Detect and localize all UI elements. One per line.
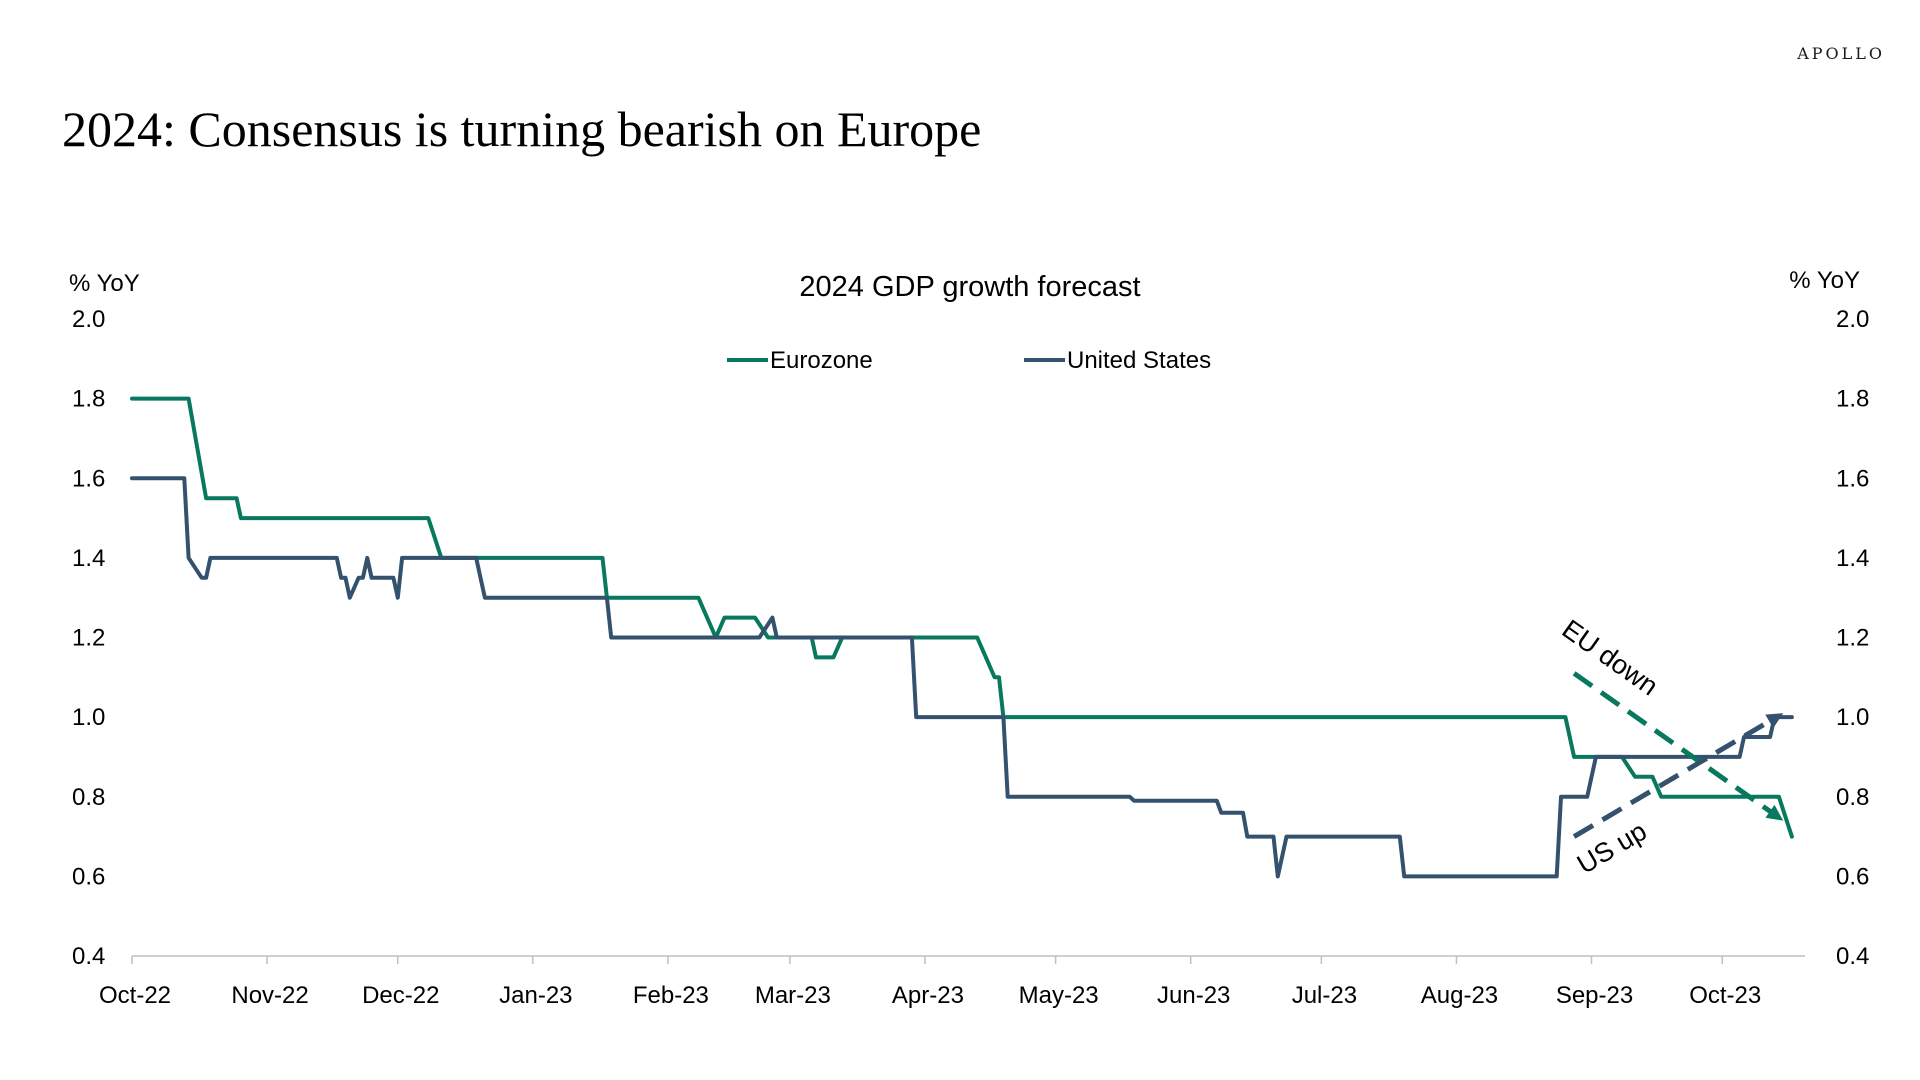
x-tick-label: Dec-22 [362,982,439,1009]
y-axis-right: 0.4 0.6 0.8 1.0 1.2 1.4 1.6 1.8 2.0 [1836,306,1869,970]
y-axis-label-left: % YoY [69,270,140,297]
annotation-arrow-1 [1572,718,1773,839]
annotation-label-1: US up [1572,816,1652,880]
x-tick-label: Jul-23 [1292,982,1357,1009]
annotation-label-0: EU down [1557,614,1664,702]
annotation-arrow-0 [1572,671,1773,815]
y-tick-label-left: 2.0 [72,306,105,333]
x-tick-label: Oct-22 [99,982,171,1009]
annotation-arrowhead-1 [1765,713,1784,729]
y-tick-label-right: 1.6 [1836,465,1869,492]
y-tick-label-right: 0.8 [1836,784,1869,811]
y-tick-label-right: 2.0 [1836,306,1869,333]
series-lines [130,396,1794,879]
x-tick-label: Aug-23 [1421,982,1498,1009]
y-tick-label-left: 0.4 [72,943,105,970]
series-line-eurozone [130,396,1794,839]
annotation-arrowhead-0 [1765,804,1784,821]
x-tick-label: Apr-23 [892,982,964,1009]
chart-title: 2024 GDP growth forecast [799,271,1140,303]
x-axis: Oct-22 Nov-22 Dec-22 Jan-23 Feb-23 Mar-23 Apr-… [99,956,1761,1009]
y-tick-label-right: 1.4 [1836,545,1869,572]
annotations: EU down US up [1557,614,1784,880]
y-tick-label-right: 1.2 [1836,625,1869,652]
x-tick-label: Mar-23 [755,982,831,1009]
x-tick-label: Oct-23 [1689,982,1761,1009]
page-title: 2024: Consensus is turning bearish on Eu… [62,101,982,157]
x-tick-label: Jan-23 [499,982,572,1009]
legend-label: United States [1067,347,1211,374]
y-tick-label-left: 1.4 [72,545,105,572]
y-tick-label-right: 1.8 [1836,386,1869,413]
legend: Eurozone United States [727,347,1211,374]
y-tick-label-left: 1.2 [72,625,105,652]
y-tick-label-right: 0.4 [1836,943,1869,970]
y-tick-label-left: 0.6 [72,863,105,890]
x-tick-label: Jun-23 [1157,982,1230,1009]
legend-label: Eurozone [770,347,873,374]
x-tick-label: May-23 [1019,982,1099,1009]
y-tick-label-left: 1.0 [72,704,105,731]
y-tick-label-right: 0.6 [1836,863,1869,890]
y-tick-label-left: 0.8 [72,784,105,811]
y-tick-label-left: 1.6 [72,465,105,492]
y-axis-left: 0.4 0.6 0.8 1.0 1.2 1.4 1.6 1.8 2.0 [72,306,105,970]
brand-logo: APOLLO [1797,44,1885,63]
y-axis-label-right: % YoY [1789,267,1860,294]
x-tick-label: Feb-23 [633,982,709,1009]
y-tick-label-right: 1.0 [1836,704,1869,731]
x-tick-label: Nov-22 [231,982,308,1009]
x-tick-label: Sep-23 [1556,982,1633,1009]
series-line-united-states [130,476,1794,879]
y-tick-label-left: 1.8 [72,386,105,413]
